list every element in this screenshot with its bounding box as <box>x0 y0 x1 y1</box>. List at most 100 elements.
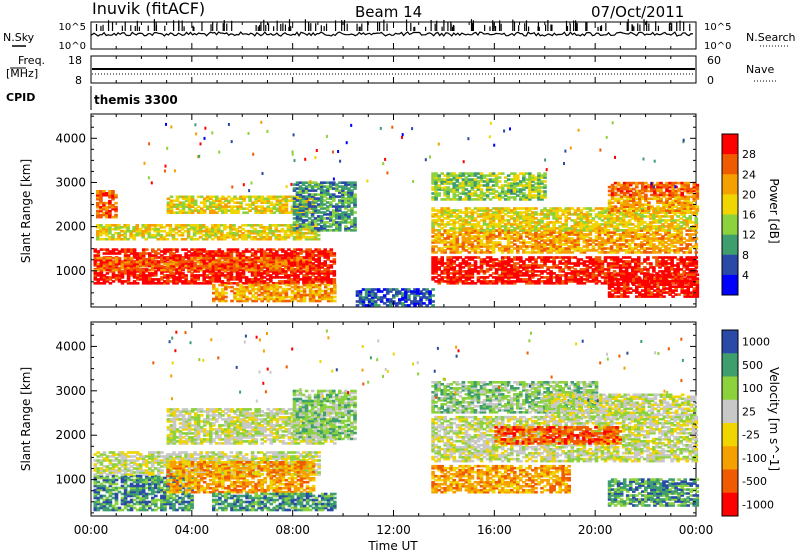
data-cell <box>105 268 110 272</box>
data-cell <box>150 227 155 231</box>
data-cell <box>295 233 300 237</box>
data-cell <box>310 223 315 226</box>
data-cell <box>169 250 173 253</box>
data-cell <box>177 233 182 237</box>
data-cell <box>329 266 334 269</box>
data-cell <box>333 283 337 287</box>
data-cell <box>151 256 155 260</box>
data-cell <box>256 237 260 241</box>
data-cell <box>325 181 330 184</box>
data-cell <box>230 285 234 289</box>
data-cell <box>244 262 249 266</box>
data-cell <box>147 227 152 231</box>
data-cell <box>627 231 632 234</box>
data-cell <box>310 219 315 222</box>
data-cell <box>247 266 252 269</box>
data-cell <box>96 190 100 193</box>
data-cell <box>208 272 213 275</box>
data-cell <box>190 282 194 285</box>
data-cell <box>313 227 318 230</box>
data-cell <box>266 289 271 293</box>
data-cell <box>229 282 234 285</box>
data-cell <box>299 272 303 275</box>
data-cell <box>298 193 303 196</box>
data-cell <box>278 285 283 289</box>
data-cell <box>211 233 215 237</box>
data-cell <box>262 235 266 239</box>
data-cell <box>141 254 146 257</box>
data-cell <box>111 237 115 241</box>
data-cell <box>278 299 283 303</box>
data-cell <box>178 195 183 199</box>
cpid-label: CPID <box>6 91 35 104</box>
data-cell <box>156 233 161 237</box>
data-cell <box>272 297 277 301</box>
data-cell <box>157 256 161 259</box>
data-cell <box>151 254 155 257</box>
data-cell <box>259 233 263 237</box>
data-cell <box>284 293 289 297</box>
data-cell <box>286 226 291 229</box>
data-cell <box>245 295 249 299</box>
data-cell <box>323 260 327 263</box>
data-cell <box>287 211 292 214</box>
data-cell <box>233 209 237 212</box>
data-cell <box>172 254 176 257</box>
data-cell <box>196 274 200 277</box>
nave-label: Nave <box>746 63 774 76</box>
data-cell <box>323 248 327 251</box>
data-cell <box>301 197 306 200</box>
data-cell <box>494 276 499 279</box>
data-cell <box>220 260 225 264</box>
data-cell <box>108 227 112 231</box>
data-cell <box>99 233 103 237</box>
data-cell <box>96 229 100 233</box>
data-cell <box>169 258 173 262</box>
data-cell <box>311 280 315 283</box>
data-cell <box>323 272 327 275</box>
data-cell <box>284 209 289 212</box>
data-cell <box>298 225 303 228</box>
data-cell <box>317 250 321 253</box>
power-data-cells <box>93 120 700 307</box>
data-cell <box>129 272 134 275</box>
data-cell <box>301 227 306 231</box>
data-cell <box>229 260 234 264</box>
data-cell <box>144 231 148 235</box>
data-cell <box>108 262 113 266</box>
data-cell <box>311 199 316 203</box>
data-cell <box>257 199 261 203</box>
data-cell <box>290 258 294 262</box>
data-cell <box>209 207 213 210</box>
data-cell <box>178 256 182 259</box>
data-cell <box>238 233 242 237</box>
data-cell <box>232 231 236 235</box>
data-cell <box>166 278 170 281</box>
data-cell <box>224 203 228 206</box>
data-cell <box>209 203 213 206</box>
data-cell <box>159 233 164 237</box>
data-cell <box>245 299 249 303</box>
data-cell <box>307 211 312 214</box>
data-cell <box>296 258 300 262</box>
data-cell <box>204 237 209 241</box>
data-cell <box>218 209 222 212</box>
data-cell <box>329 260 334 263</box>
data-cell <box>217 264 222 268</box>
data-cell <box>277 224 282 227</box>
data-cell <box>181 266 185 270</box>
data-cell <box>232 233 236 237</box>
data-cell <box>172 211 177 214</box>
data-cell <box>307 185 312 188</box>
data-cell <box>275 297 280 301</box>
data-cell <box>199 260 203 263</box>
data-cell <box>214 231 218 235</box>
data-cell <box>181 209 186 212</box>
data-cell <box>301 195 306 198</box>
data-cell <box>299 248 303 251</box>
data-cell <box>181 268 185 272</box>
data-cell <box>265 274 270 277</box>
data-cell <box>226 264 231 268</box>
data-cell <box>195 231 200 235</box>
data-cell <box>157 278 161 281</box>
